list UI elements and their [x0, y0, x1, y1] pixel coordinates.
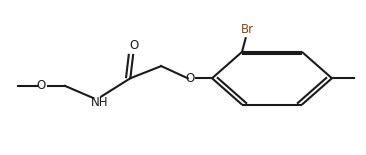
Text: O: O — [186, 72, 195, 85]
Text: O: O — [129, 39, 139, 52]
Text: O: O — [37, 79, 46, 92]
Text: Br: Br — [241, 23, 254, 36]
Text: NH: NH — [91, 96, 108, 109]
